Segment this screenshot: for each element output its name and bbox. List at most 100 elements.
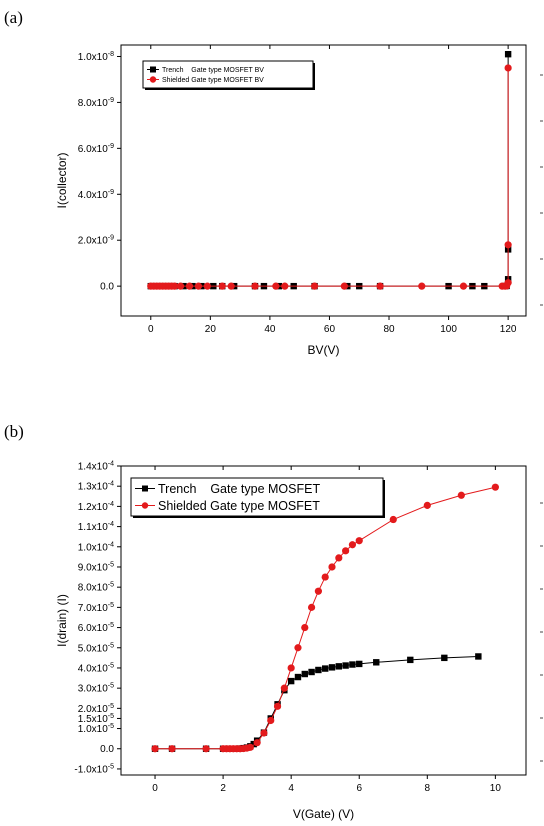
y-tick-exponent: -5 <box>108 703 114 710</box>
data-point <box>457 491 465 499</box>
y-tick-exponent: -4 <box>108 541 114 548</box>
data-point <box>314 587 322 595</box>
data-point <box>272 282 280 290</box>
x-tick-label: 60 <box>324 324 336 335</box>
plot-frame <box>120 465 527 776</box>
y-tick-exponent: -5 <box>108 662 114 669</box>
y-tick-exponent: -9 <box>108 143 114 150</box>
data-point <box>253 739 261 747</box>
data-point <box>504 241 512 249</box>
y-tick-exponent: -4 <box>108 481 114 488</box>
series-line <box>150 67 509 287</box>
y-tick-exponent: -5 <box>108 683 114 690</box>
legend-label: Shielded Gate type MOSFET <box>158 499 320 513</box>
y-axis-label: I(collector) <box>55 152 69 208</box>
chart-b: 0 2 4 6 8 10 -1.0x10-5 0.0 1.0x10-51.5x10-52.0x1… <box>55 461 543 821</box>
x-tick-label: 80 <box>383 324 395 335</box>
data-point <box>310 282 319 290</box>
y-tick-exponent: -5 <box>108 602 114 609</box>
y-tick-exponent: -5 <box>108 642 114 649</box>
panel-a-label: (a) <box>4 8 23 27</box>
data-point <box>373 659 380 666</box>
x-tick-label: 0 <box>152 783 158 794</box>
legend-label: Trench Gate type MOSFET BV <box>162 67 264 74</box>
data-point <box>335 554 343 562</box>
data-point <box>246 743 254 751</box>
data-point <box>348 541 357 549</box>
y-axis-label: I(drain) (I) <box>55 594 69 647</box>
y-tick-exponent: -5 <box>108 622 114 629</box>
data-point <box>185 282 194 290</box>
y-tick-label: 9.0x10-5 <box>78 561 114 573</box>
y-tick-label: 1.0x10-5 <box>78 723 114 735</box>
legend-label: Shielded Gate type MOSFET BV <box>162 77 264 84</box>
legend: Trench Gate type MOSFET BV Shielded Gate … <box>142 60 315 90</box>
legend-marker <box>150 66 156 73</box>
data-point <box>504 50 512 58</box>
legend-label: Trench Gate type MOSFET <box>158 482 320 496</box>
y-tick-exponent: -4 <box>108 501 114 508</box>
data-point <box>176 282 185 290</box>
series-line <box>155 486 496 750</box>
legend-marker <box>141 502 149 509</box>
x-tick-label: 6 <box>356 783 362 794</box>
data-point <box>171 282 179 290</box>
data-point <box>260 729 268 737</box>
legend-marker <box>142 485 148 492</box>
y-tick-exponent: -9 <box>108 235 114 242</box>
panel-b-label: (b) <box>4 422 24 441</box>
data-point <box>151 745 159 753</box>
plot-frame <box>120 44 527 317</box>
data-point <box>218 282 226 290</box>
data-point <box>203 282 211 290</box>
data-point <box>301 670 308 678</box>
data-point <box>418 282 426 290</box>
legend-marker <box>149 76 157 83</box>
y-tick-label: 6.0x10-5 <box>78 622 114 634</box>
y-tick-label: 1.0x10-8 <box>78 51 114 63</box>
y-tick-exponent: -5 <box>108 713 114 720</box>
legend-box <box>142 60 314 89</box>
y-tick-label: 3.0x10-5 <box>78 683 114 695</box>
y-tick-label: 1.2x10-4 <box>78 501 114 513</box>
x-tick-label: 2 <box>220 783 226 794</box>
data-point <box>441 654 448 662</box>
legend: Trench Gate type MOSFET Shielded Gate typ… <box>130 477 385 518</box>
data-point <box>342 662 349 669</box>
data-point <box>475 653 482 660</box>
data-point <box>504 64 512 72</box>
y-tick-label: 4.0x10-5 <box>78 662 114 674</box>
data-point <box>267 716 275 725</box>
y-tick-label: 1.4x10-4 <box>78 461 114 473</box>
y-tick-exponent: -9 <box>108 189 114 196</box>
chart-a: 0 20 40 60 80 100 120 0.0 2.0x10-9 4.0x10-9 6.0x10… <box>55 44 543 357</box>
y-tick-exponent: -9 <box>108 97 114 104</box>
x-tick-label: 40 <box>264 324 276 335</box>
data-point <box>321 573 329 581</box>
data-point <box>315 666 322 674</box>
data-point <box>376 282 384 290</box>
y-tick-exponent: -4 <box>108 461 114 468</box>
data-point <box>335 663 343 670</box>
data-point <box>250 740 257 748</box>
y-tick-label: 8.0x10-9 <box>78 97 114 109</box>
x-tick-label: 120 <box>500 324 517 335</box>
y-tick-exponent: -5 <box>108 723 114 730</box>
data-point <box>389 515 397 524</box>
data-point <box>287 664 295 672</box>
data-point <box>459 282 468 290</box>
y-tick-label: 8.0x10-5 <box>78 582 114 594</box>
series-shielded <box>151 483 499 753</box>
y-tick-label: 6.0x10-9 <box>78 143 114 155</box>
y-tick-exponent: -8 <box>108 51 114 58</box>
x-tick-label: 100 <box>440 324 457 335</box>
y-tick-exponent: -5 <box>108 763 114 770</box>
data-point <box>407 656 414 664</box>
data-point <box>294 644 302 652</box>
data-point <box>287 677 295 685</box>
y-tick-label: 0.0 <box>100 744 114 755</box>
data-point <box>168 745 176 753</box>
data-point <box>273 702 282 710</box>
y-tick-label: 2.0x10-5 <box>78 703 114 715</box>
data-point <box>308 668 315 676</box>
